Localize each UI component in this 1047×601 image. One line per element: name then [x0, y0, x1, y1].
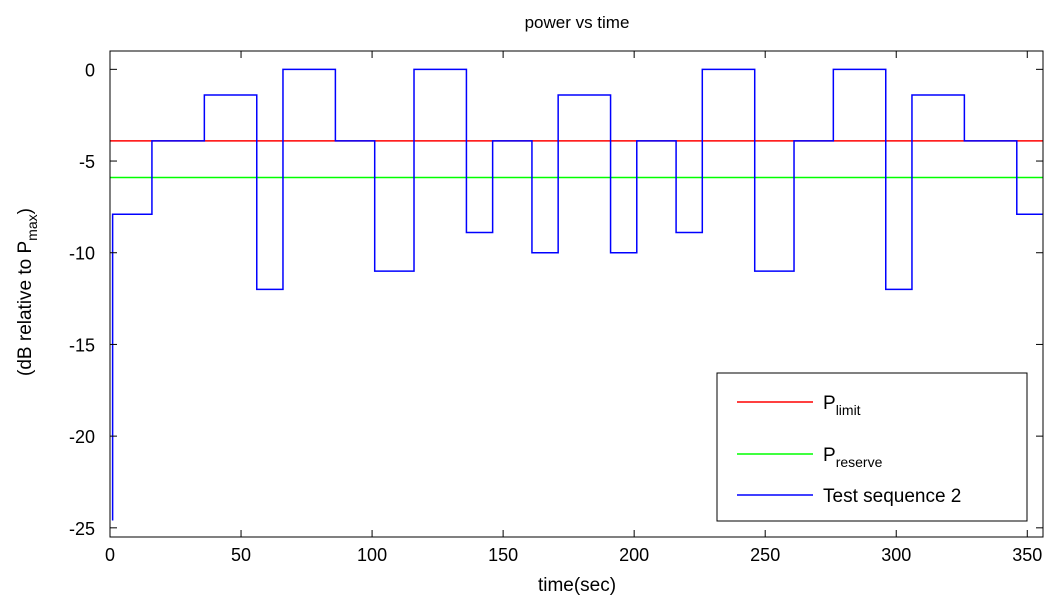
- y-tick-label: -5: [79, 152, 95, 172]
- y-axis-label-end: ): [15, 208, 36, 214]
- chart-title: power vs time: [525, 13, 630, 32]
- x-axis-label: time(sec): [538, 575, 616, 596]
- legend-label-limit: Plimit: [823, 393, 861, 418]
- series-line-2: [111, 68, 1043, 521]
- x-tick-label: 0: [105, 545, 115, 565]
- x-tick-label: 200: [619, 545, 649, 565]
- x-tick-label: 100: [357, 545, 387, 565]
- y-tick-label: -25: [69, 519, 95, 539]
- x-axis: 0 50 100 150 200 250 300 350: [105, 51, 1042, 565]
- y-tick-label: -10: [69, 244, 95, 264]
- y-axis: 0 -5 -10 -15 -20 -25: [69, 60, 1043, 539]
- legend-label-test-sequence: Test sequence 2: [823, 486, 961, 507]
- legend-label-reserve: Preserve: [823, 445, 883, 470]
- x-tick-label: 250: [750, 545, 780, 565]
- x-tick-label: 350: [1012, 545, 1042, 565]
- y-tick-label: -20: [69, 427, 95, 447]
- y-axis-label-main: (dB relative to P: [15, 241, 36, 376]
- y-axis-label: (dB relative to Pmax): [15, 208, 40, 376]
- y-axis-label-sub: max: [24, 214, 40, 240]
- y-tick-label: 0: [85, 60, 95, 80]
- x-tick-label: 50: [231, 545, 251, 565]
- series-layer: [110, 68, 1043, 521]
- legend-box: [716, 372, 1028, 522]
- svg-text:(dB relative to Pmax): (dB relative to Pmax): [15, 208, 40, 376]
- plot-area: [109, 50, 1044, 538]
- plot-frame: [109, 50, 1044, 538]
- legend: Plimit Preserve Test sequence 2: [716, 372, 1028, 522]
- x-tick-label: 150: [488, 545, 518, 565]
- x-tick-label: 300: [881, 545, 911, 565]
- y-tick-label: -15: [69, 335, 95, 355]
